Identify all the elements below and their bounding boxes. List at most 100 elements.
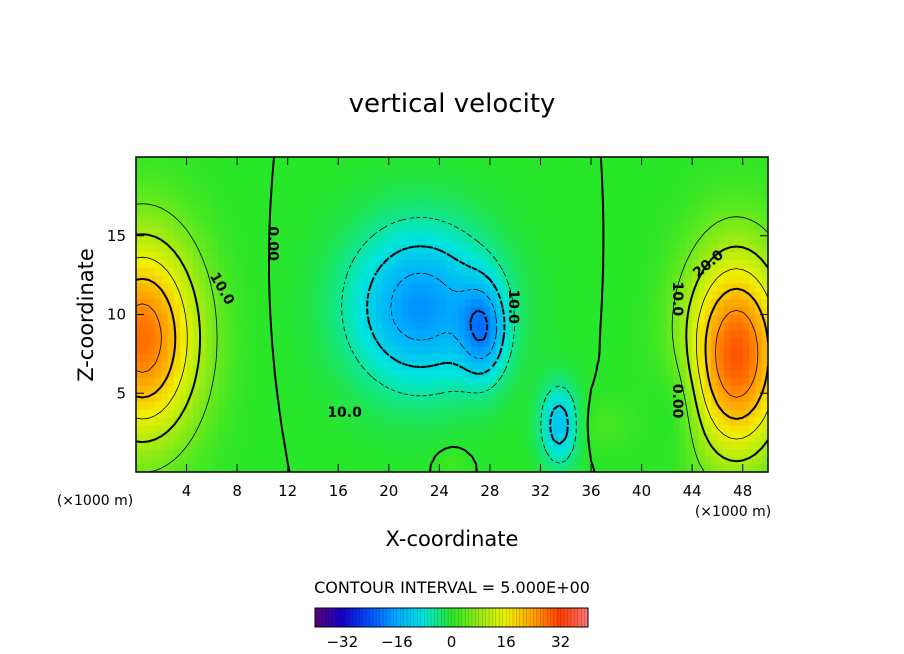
field-cell <box>414 432 421 442</box>
field-cell <box>477 401 485 410</box>
field-cell <box>325 227 333 237</box>
field-cell <box>142 172 150 182</box>
field-cell <box>357 306 365 316</box>
field-cell <box>540 456 548 465</box>
field-cell <box>205 298 213 308</box>
field-cell <box>654 243 662 253</box>
field-cell <box>673 361 681 371</box>
field-cell <box>464 267 472 276</box>
field-cell <box>603 267 611 276</box>
field-cell <box>591 275 598 284</box>
field-cell <box>540 227 548 237</box>
field-cell <box>452 204 459 213</box>
field-cell <box>237 346 245 355</box>
field-cell <box>723 377 731 386</box>
field-cell <box>369 220 377 229</box>
field-cell <box>287 361 295 371</box>
field-cell <box>401 164 409 174</box>
field-cell <box>142 456 150 465</box>
field-cell <box>496 448 504 457</box>
field-cell <box>312 409 320 418</box>
field-cell <box>287 212 295 221</box>
field-cell <box>470 298 478 308</box>
field-cell <box>470 283 478 292</box>
field-cell <box>420 290 428 300</box>
field-cell <box>414 251 421 260</box>
field-cell <box>376 164 384 174</box>
field-cell <box>249 456 257 465</box>
field-cell <box>553 416 561 426</box>
field-cell <box>742 164 750 174</box>
field-cell <box>452 456 459 465</box>
field-cell <box>344 314 352 323</box>
field-cell <box>666 322 674 331</box>
field-cell <box>230 172 238 182</box>
field-cell <box>420 353 428 363</box>
colorbar-swatch <box>359 607 364 628</box>
field-cell <box>534 298 542 308</box>
field-cell <box>610 235 617 245</box>
field-cell <box>527 251 535 260</box>
field-cell <box>553 409 561 418</box>
field-cell <box>205 251 213 260</box>
field-cell <box>666 440 674 449</box>
field-cell <box>578 172 586 182</box>
field-cell <box>211 290 219 300</box>
field-cell <box>452 157 459 166</box>
field-cell <box>749 456 756 465</box>
field-cell <box>338 432 346 442</box>
field-cell <box>230 164 238 174</box>
field-cell <box>249 267 257 276</box>
field-cell <box>591 338 598 347</box>
field-cell <box>755 157 763 166</box>
field-cell <box>395 267 403 276</box>
field-cell <box>540 432 548 442</box>
field-cell <box>527 464 535 472</box>
field-cell <box>319 338 327 347</box>
field-cell <box>565 346 573 355</box>
field-cell <box>597 259 605 268</box>
field-cell <box>445 157 453 166</box>
field-cell <box>470 314 478 323</box>
field-cell <box>521 432 529 442</box>
field-cell <box>477 393 485 402</box>
field-cell <box>572 464 579 472</box>
field-cell <box>262 456 270 465</box>
field-cell <box>622 157 630 166</box>
field-cell <box>426 377 434 386</box>
field-cell <box>186 164 194 174</box>
field-cell <box>331 424 339 434</box>
field-cell <box>211 338 219 347</box>
field-cell <box>717 298 725 308</box>
field-cell <box>148 361 156 371</box>
field-cell <box>761 361 768 371</box>
field-cell <box>553 235 561 245</box>
field-cell <box>294 204 301 213</box>
field-cell <box>546 251 554 260</box>
field-cell <box>572 346 579 355</box>
field-cell <box>161 164 169 174</box>
field-cell <box>464 377 472 386</box>
field-cell <box>211 227 219 237</box>
field-cell <box>275 369 282 379</box>
field-cell <box>136 424 143 434</box>
field-cell <box>407 440 415 449</box>
field-cell <box>546 235 554 245</box>
field-cell <box>660 220 668 229</box>
field-cell <box>660 235 668 245</box>
field-cell <box>300 298 308 308</box>
field-cell <box>496 306 504 316</box>
field-cell <box>489 393 497 402</box>
field-cell <box>654 172 662 182</box>
field-cell <box>388 416 396 426</box>
field-cell <box>211 456 219 465</box>
field-cell <box>597 188 605 197</box>
field-cell <box>546 196 554 205</box>
field-cell <box>578 259 586 268</box>
field-cell <box>338 157 346 166</box>
field-cell <box>647 353 655 363</box>
field-cell <box>230 243 238 253</box>
field-cell <box>565 314 573 323</box>
field-cell <box>622 322 630 331</box>
field-cell <box>761 188 768 197</box>
